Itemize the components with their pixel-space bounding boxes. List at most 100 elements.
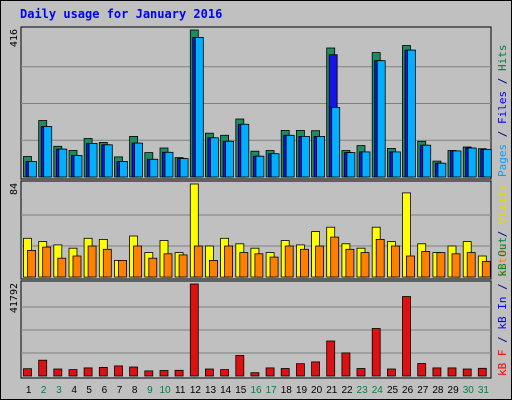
side-legend: kB F / kB In / kB Out	[496, 237, 509, 376]
x-tick-label-day-20: 20	[311, 385, 323, 396]
bar-kb-f-day-20	[311, 361, 321, 377]
side-legend: Pages / Files / Hits	[496, 45, 509, 178]
bar-sites-day-11	[178, 254, 188, 278]
bar-pages-day-25	[391, 151, 401, 178]
bar-sites-day-12	[193, 245, 203, 278]
bar-pages-day-5	[88, 142, 98, 178]
side-legend: Sites / Visits	[496, 184, 509, 277]
bar-kb-f-day-22	[341, 352, 351, 377]
x-tick-label-day-3: 3	[56, 385, 62, 396]
bar-sites-day-27	[421, 251, 431, 278]
bar-kb-f-day-5	[83, 367, 93, 377]
side-legend-part: Hits	[496, 45, 509, 72]
bar-pages-day-22	[346, 152, 356, 178]
x-tick-label-day-16: 16	[250, 385, 262, 396]
bar-sites-day-5	[87, 245, 97, 278]
bar-sites-day-9	[148, 257, 158, 278]
bar-sites-day-25	[390, 245, 400, 278]
panel-hits-files-pages: 416 Pages / Files / Hits	[9, 26, 509, 180]
side-legend-part: kB In	[496, 297, 509, 330]
bar-pages-day-30	[467, 147, 477, 178]
bar-sites-day-18	[284, 245, 294, 278]
bar-kb-f-day-31	[477, 367, 487, 377]
x-tick-label-day-7: 7	[117, 385, 123, 396]
bar-kb-f-day-28	[432, 367, 442, 377]
x-tick-label-day-26: 26	[402, 385, 414, 396]
x-tick-label-day-31: 31	[478, 385, 490, 396]
side-legend-part: Files	[496, 91, 509, 124]
x-tick-label-day-27: 27	[417, 385, 429, 396]
bar-kb-f-day-3	[53, 368, 63, 377]
chart-title: Daily usage for January 2016	[20, 7, 222, 21]
x-tick-label-day-13: 13	[205, 385, 217, 396]
bar-pages-day-1	[28, 161, 37, 178]
bar-pages-day-31	[482, 148, 492, 178]
bar-kb-f-day-8	[129, 366, 139, 377]
bar-pages-day-8	[134, 142, 144, 178]
x-tick-label-day-23: 23	[357, 385, 369, 396]
bar-sites-day-17	[269, 256, 279, 278]
bar-kb-f-day-23	[356, 368, 366, 377]
x-tick-label-day-11: 11	[175, 385, 186, 396]
bar-sites-day-16	[254, 253, 264, 278]
bar-sites-day-8	[133, 245, 143, 278]
x-tick-label-day-2: 2	[41, 385, 47, 396]
bar-sites-day-26	[406, 255, 415, 278]
bar-kb-f-day-2	[38, 359, 48, 377]
panels-layer: 416 Pages / Files / Hits 84 Sites / Visits 4…	[9, 26, 509, 379]
bar-sites-day-10	[163, 253, 173, 278]
bar-kb-f-day-30	[462, 368, 472, 377]
bar-sites-day-20	[315, 245, 325, 278]
bar-kb-f-day-14	[220, 369, 230, 377]
bar-sites-day-6	[102, 248, 112, 278]
side-legend-part: kB F	[496, 350, 509, 377]
bar-kb-f-day-29	[447, 367, 457, 377]
x-tick-label-day-1: 1	[26, 385, 32, 396]
bar-pages-day-19	[300, 135, 310, 178]
bar-pages-day-9	[149, 158, 159, 178]
x-axis: 1 2 3 4 5 6 7 8 9 10 11 12 13 14 15 16 17 18 19 20 21 22 23 24 2…	[26, 385, 490, 396]
bar-sites-day-7	[118, 259, 127, 278]
bar-sites-day-22	[345, 248, 355, 278]
bar-pages-day-27	[422, 144, 432, 178]
bar-kb-f-day-11	[174, 369, 184, 377]
y-max-label: 84	[9, 183, 20, 195]
bar-sites-day-15	[239, 252, 249, 278]
bar-kb-f-day-9	[144, 370, 154, 377]
x-tick-label-day-14: 14	[220, 385, 232, 396]
bar-pages-day-16	[255, 155, 265, 178]
bar-kb-f-day-10	[159, 370, 169, 377]
x-tick-label-day-5: 5	[86, 385, 92, 396]
bar-kb-f-day-26	[402, 296, 411, 377]
side-legend-part: Pages	[496, 144, 509, 177]
bar-sites-day-3	[57, 257, 67, 278]
bar-pages-day-14	[225, 140, 235, 178]
bar-sites-day-2	[42, 246, 52, 278]
x-tick-label-day-21: 21	[326, 385, 338, 396]
bar-sites-day-28	[436, 252, 446, 278]
bar-pages-day-11	[179, 158, 189, 178]
bar-pages-day-24	[376, 60, 386, 178]
bar-kb-f-day-15	[235, 355, 245, 377]
y-max-label: 416	[9, 29, 20, 47]
bar-kb-f-day-18	[280, 368, 290, 377]
bar-pages-day-13	[209, 137, 219, 178]
x-tick-label-day-8: 8	[132, 385, 138, 396]
side-legend-part: Sites	[496, 244, 509, 277]
x-tick-label-day-17: 17	[266, 385, 278, 396]
bar-kb-f-day-6	[98, 366, 108, 377]
bar-pages-day-6	[103, 144, 113, 178]
x-tick-label-day-24: 24	[372, 385, 384, 396]
bar-pages-day-21	[331, 107, 341, 178]
bar-pages-day-26	[407, 49, 416, 178]
bar-kb-f-day-24	[371, 328, 381, 377]
side-legend-part: /	[496, 224, 509, 244]
y-max-label: 41792	[9, 283, 20, 313]
bar-kb-f-day-21	[326, 340, 336, 377]
bar-pages-day-29	[452, 150, 462, 178]
x-tick-label-day-15: 15	[235, 385, 247, 396]
bar-pages-day-20	[316, 135, 326, 178]
bar-pages-day-15	[240, 123, 250, 178]
x-tick-label-day-12: 12	[190, 385, 202, 396]
